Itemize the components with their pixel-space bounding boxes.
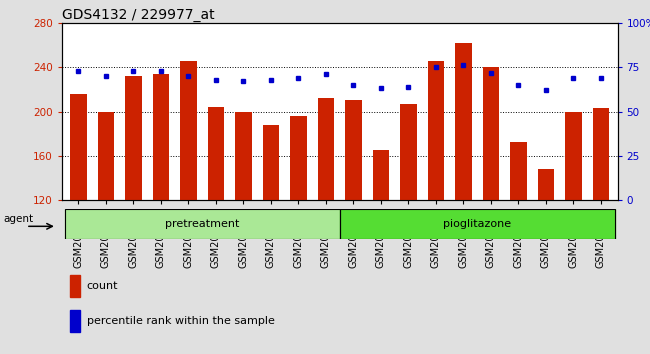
Bar	[339, 209, 615, 239]
Bar	[64, 209, 339, 239]
Bar	[566, 112, 582, 200]
Bar	[339, 209, 615, 239]
Text: percentile rank within the sample: percentile rank within the sample	[86, 316, 275, 326]
Bar	[98, 112, 114, 200]
Bar	[64, 209, 339, 239]
Bar	[290, 116, 307, 200]
Bar	[180, 61, 196, 200]
Text: pioglitazone: pioglitazone	[443, 219, 512, 229]
Bar	[538, 169, 554, 200]
Bar	[345, 101, 361, 200]
Text: count: count	[86, 281, 118, 291]
Bar	[70, 275, 80, 297]
Bar	[70, 310, 80, 332]
Bar	[207, 107, 224, 200]
Bar	[125, 76, 142, 200]
Text: GDS4132 / 229977_at: GDS4132 / 229977_at	[62, 8, 214, 22]
Bar	[483, 67, 499, 200]
Bar	[318, 98, 334, 200]
Bar	[263, 125, 279, 200]
Bar	[428, 61, 444, 200]
Bar	[510, 142, 526, 200]
Bar	[593, 108, 609, 200]
Bar	[400, 104, 417, 200]
Bar	[235, 112, 252, 200]
Bar	[70, 94, 86, 200]
Text: pretreatment: pretreatment	[165, 219, 239, 229]
Text: agent: agent	[3, 215, 33, 224]
Bar	[153, 74, 169, 200]
Bar	[372, 150, 389, 200]
Bar	[455, 43, 472, 200]
